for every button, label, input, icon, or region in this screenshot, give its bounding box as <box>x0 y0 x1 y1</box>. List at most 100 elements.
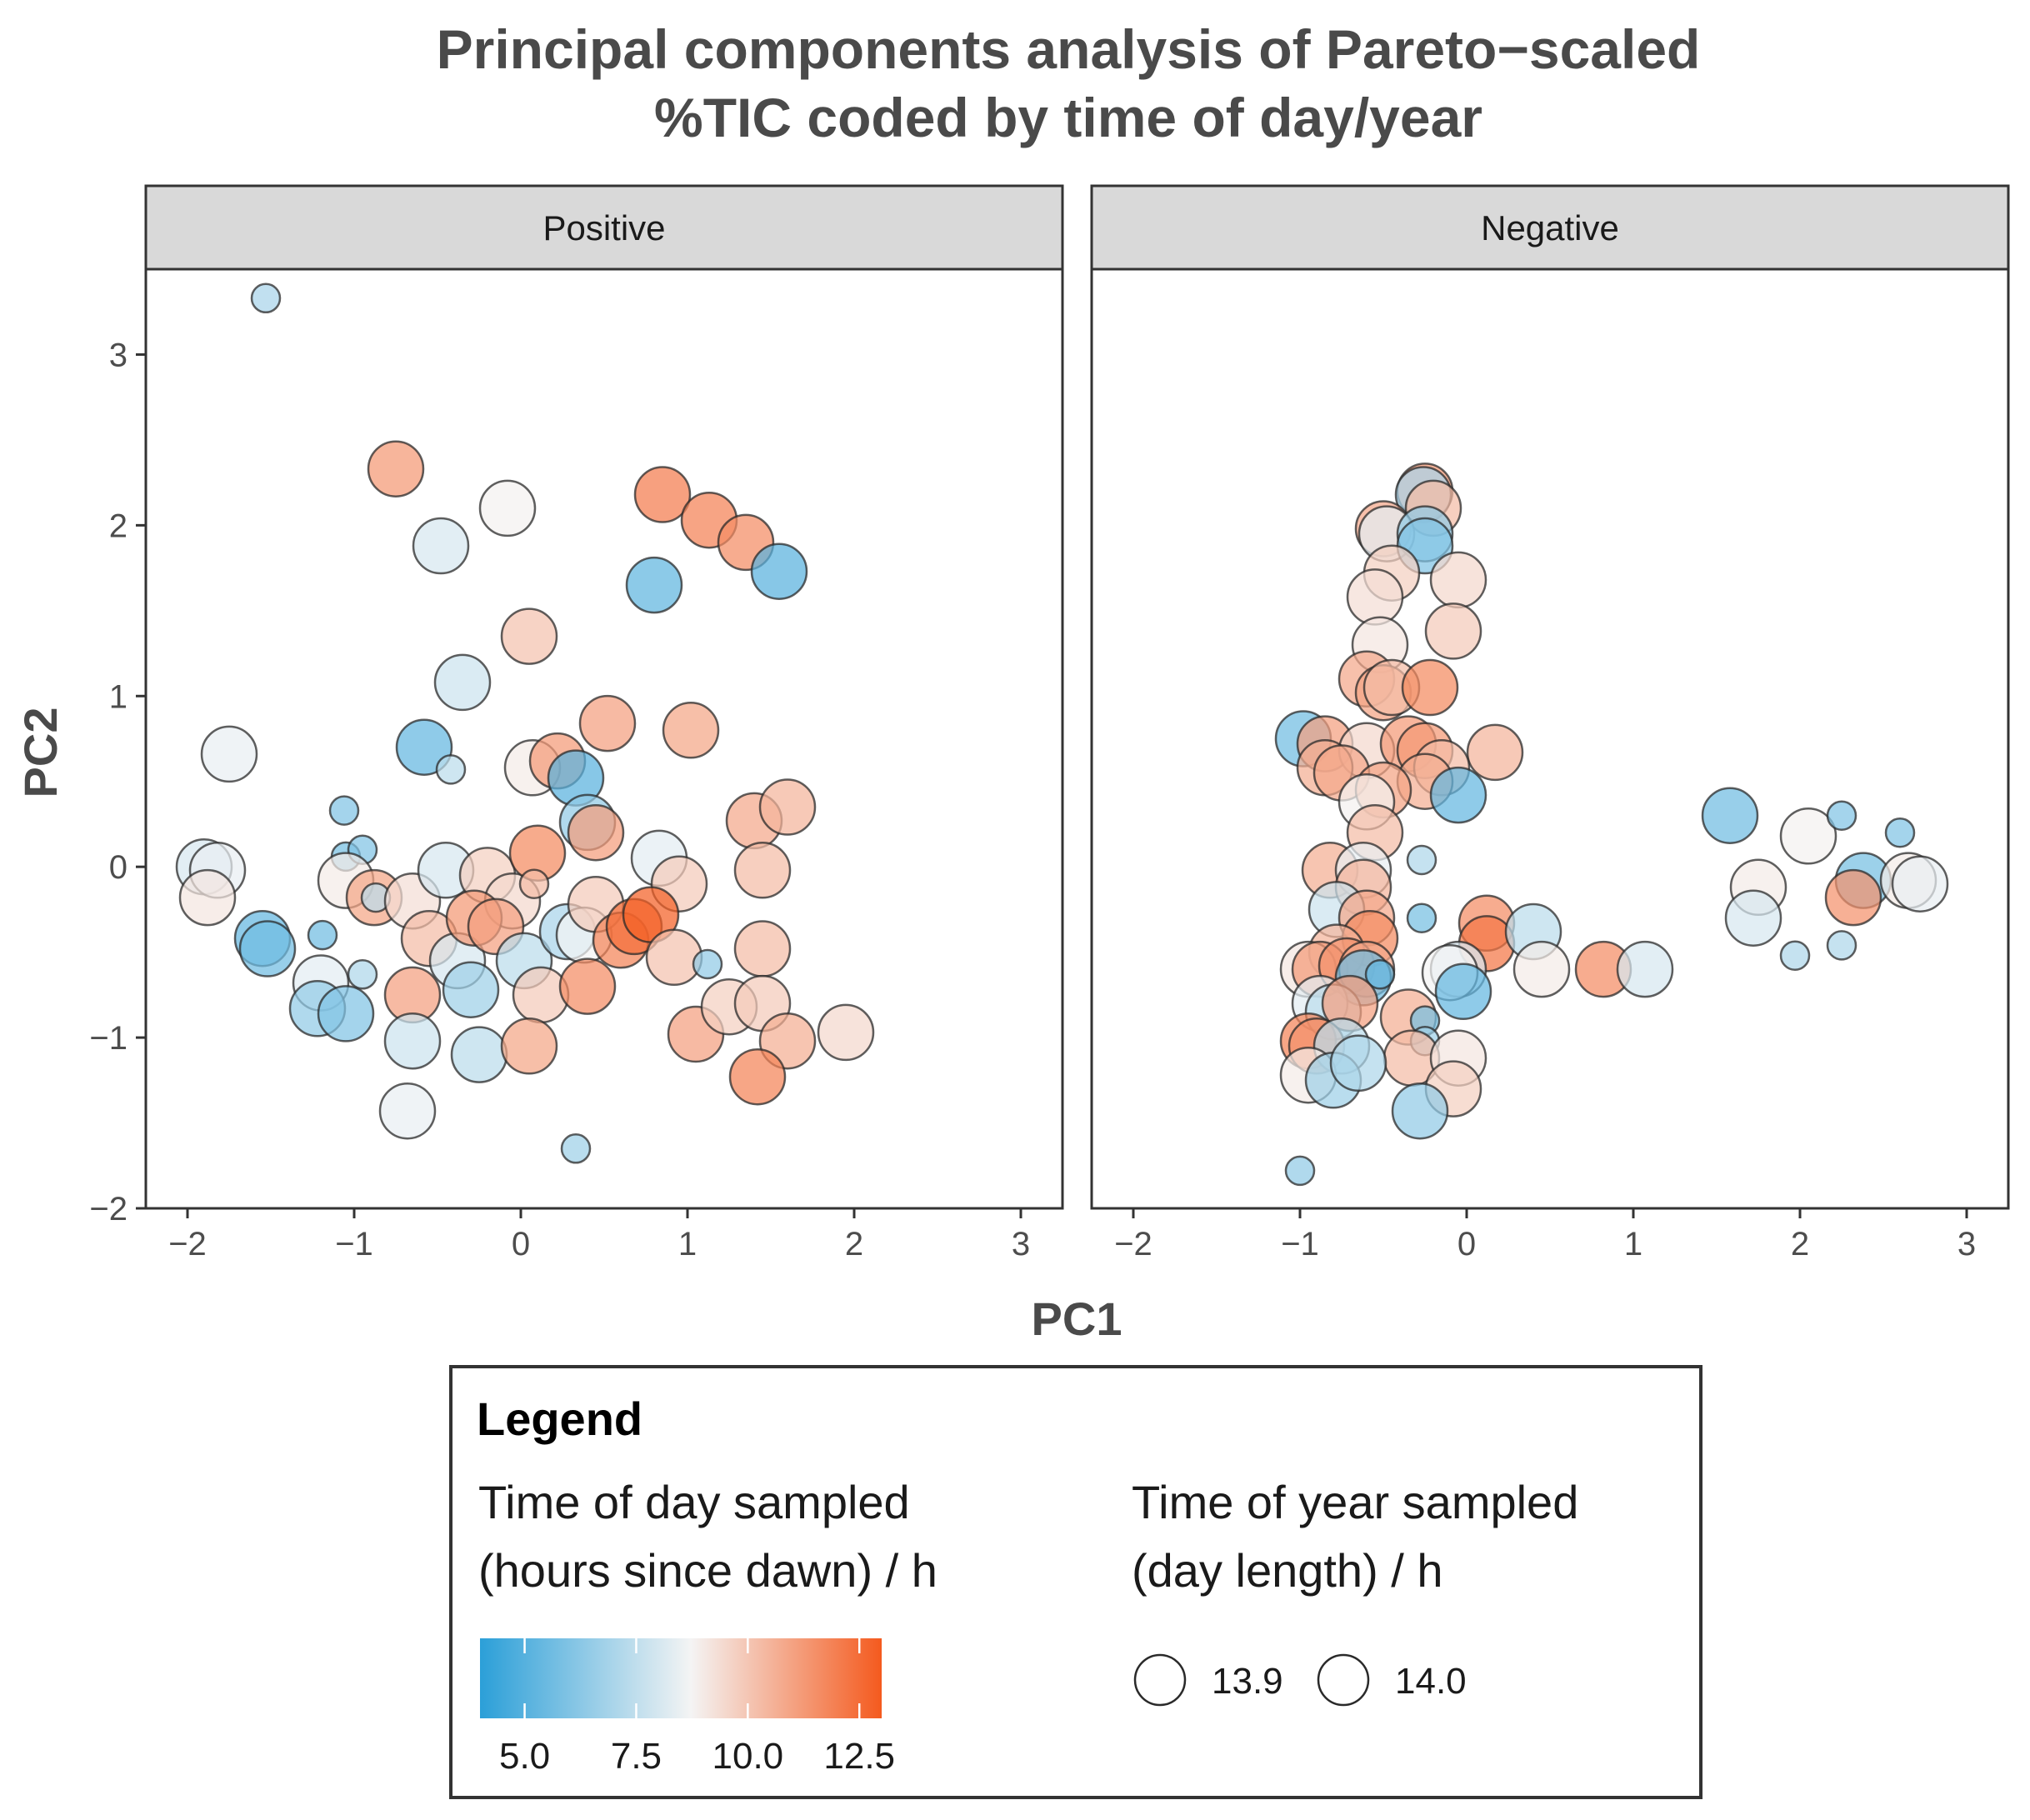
data-point <box>383 1012 442 1070</box>
panel-border-positive <box>144 268 1064 1210</box>
x-tick-label: 3 <box>1012 1226 1030 1262</box>
data-point <box>633 466 692 523</box>
data-point <box>1284 1155 1316 1187</box>
data-point <box>733 842 792 899</box>
x-tick-label: −2 <box>168 1226 207 1262</box>
data-point <box>378 1082 437 1140</box>
size-legend-label: 13.9 <box>1212 1661 1283 1702</box>
x-tick-label: 1 <box>1624 1226 1642 1262</box>
data-point <box>728 1048 787 1106</box>
chart-title-line-1: Principal components analysis of Pareto−… <box>437 18 1701 80</box>
data-point <box>1329 1034 1388 1092</box>
data-point <box>347 959 378 990</box>
points-negative <box>1274 462 1949 1187</box>
x-tick-label: 1 <box>678 1226 697 1262</box>
data-point <box>1826 800 1858 831</box>
data-point <box>1364 959 1396 990</box>
data-point <box>317 985 375 1042</box>
data-point <box>567 803 625 862</box>
data-point <box>200 725 258 783</box>
data-point <box>1826 930 1858 961</box>
axes: −2 −1 0 1 2 3 −2 −1 0 1 2 3 −2 −1 0 1 2 3 <box>89 337 1976 1262</box>
data-point <box>478 479 537 538</box>
x-tick-label: −1 <box>1281 1226 1319 1262</box>
data-point <box>1401 658 1459 717</box>
data-point <box>558 958 617 1015</box>
data-point <box>1406 844 1438 876</box>
data-point <box>1391 1082 1449 1140</box>
panel-positive: Positive <box>144 184 1064 1210</box>
data-point <box>1779 808 1838 865</box>
data-point <box>1701 787 1759 844</box>
data-point <box>758 778 817 836</box>
data-point <box>367 440 425 498</box>
data-point <box>817 1003 875 1062</box>
size-legend-label: 14.0 <box>1395 1661 1467 1702</box>
points-positive <box>175 282 875 1164</box>
y-tick-label: −1 <box>89 1020 128 1057</box>
legend-box: Legend Time of day sampled (hours since … <box>449 1365 1702 1799</box>
x-tick-label: 2 <box>1791 1226 1809 1262</box>
data-point <box>178 868 237 927</box>
data-point <box>512 966 570 1024</box>
legend-title: Legend <box>477 1392 642 1445</box>
panel-negative: Negative <box>1090 184 2010 1210</box>
color-bar-tick-label: 5.0 <box>499 1736 550 1777</box>
data-point <box>238 920 297 978</box>
data-point <box>1406 902 1438 933</box>
data-point <box>395 718 453 776</box>
data-point <box>578 694 637 752</box>
color-legend-title-line-1: Time of day sampled <box>478 1476 910 1528</box>
x-tick-label: 0 <box>1458 1226 1476 1262</box>
x-tick-label: −2 <box>1114 1226 1152 1262</box>
color-bar-tick-label: 12.5 <box>823 1736 895 1777</box>
data-point <box>1724 889 1782 947</box>
y-axis-title: PC2 <box>14 708 67 798</box>
data-point <box>1424 602 1482 660</box>
data-point <box>250 282 282 314</box>
strip-positive <box>144 184 1064 271</box>
strip-label-negative: Negative <box>1481 208 1619 248</box>
panel-border-negative <box>1090 268 2010 1210</box>
data-point <box>1346 568 1404 626</box>
size-legend-symbol <box>1133 1653 1187 1707</box>
data-point <box>1884 817 1916 848</box>
color-bar-tick-label: 7.5 <box>611 1736 662 1777</box>
color-bar-tick-label: 10.0 <box>712 1736 784 1777</box>
data-point <box>560 1133 592 1164</box>
y-tick-label: 3 <box>109 337 128 373</box>
data-point <box>692 948 723 980</box>
data-point <box>328 795 360 826</box>
x-tick-label: 0 <box>512 1226 530 1262</box>
y-tick-label: −2 <box>89 1191 128 1228</box>
y-tick-label: 2 <box>109 508 128 544</box>
size-legend-title-line-1: Time of year sampled <box>1132 1476 1578 1528</box>
data-point <box>518 868 550 899</box>
data-point <box>1891 855 1949 912</box>
data-point <box>1779 940 1811 971</box>
data-point <box>1512 940 1571 998</box>
data-point <box>450 1026 508 1083</box>
data-point <box>412 517 470 575</box>
strip-negative <box>1090 184 2010 271</box>
data-point <box>1466 723 1524 782</box>
data-point <box>435 754 467 785</box>
data-point <box>1824 868 1882 927</box>
data-point <box>500 1018 558 1075</box>
data-point <box>625 556 683 614</box>
size-legend-entries: 13.9 14.0 <box>1133 1653 1467 1707</box>
data-point <box>307 919 338 951</box>
color-bar-ticks: 5.0 7.5 10.0 12.5 <box>499 1638 895 1777</box>
data-point <box>662 702 720 759</box>
legend-frame <box>449 1365 1702 1799</box>
size-legend-title-line-2: (day length) / h <box>1132 1544 1443 1597</box>
data-point <box>1434 962 1492 1021</box>
data-point <box>433 653 492 712</box>
x-tick-label: −1 <box>335 1226 373 1262</box>
y-tick-label: 0 <box>109 849 128 886</box>
color-bar <box>480 1638 882 1718</box>
data-point <box>1616 940 1674 998</box>
color-legend-title-line-2: (hours since dawn) / h <box>478 1544 938 1597</box>
strip-label-positive: Positive <box>542 208 665 248</box>
